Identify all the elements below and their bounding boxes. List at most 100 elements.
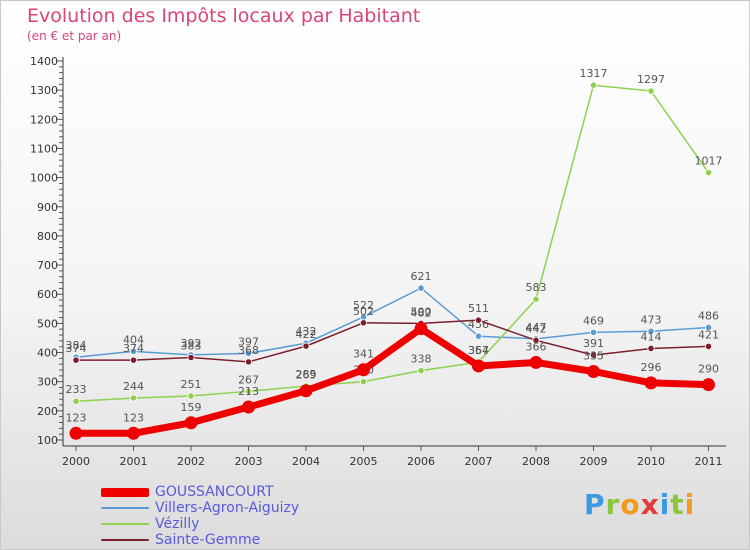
x-tick-label: 2010 — [637, 455, 665, 468]
x-tick-label: 2002 — [177, 455, 205, 468]
data-label-vezilly: 267 — [238, 373, 259, 386]
data-point-vezilly — [244, 387, 253, 395]
logo-letter: t — [670, 488, 685, 521]
y-tick-label: 1300 — [30, 84, 58, 97]
data-point-villers-agron-aiguizy — [589, 328, 598, 337]
data-point-goussancourt — [357, 363, 370, 377]
data-point-villers-agron-aiguizy — [474, 332, 483, 340]
data-label-goussancourt: 482 — [411, 307, 432, 320]
legend-item-vezilly: Vézilly — [101, 516, 299, 532]
logo-letter: P — [584, 488, 606, 521]
data-label-sainte-gemme: 502 — [353, 305, 374, 318]
data-point-goussancourt — [529, 355, 543, 369]
legend-item-sainte-gemme: Sainte-Gemme — [101, 532, 299, 548]
data-label-vezilly: 251 — [181, 378, 202, 391]
data-point-vezilly — [704, 169, 713, 177]
x-tick-label: 2003 — [235, 455, 263, 468]
data-point-goussancourt — [184, 416, 198, 430]
legend-swatch — [101, 539, 149, 541]
logo-letter: i — [659, 488, 671, 521]
data-label-vezilly: 1297 — [637, 73, 665, 86]
x-tick-label: 2007 — [465, 455, 493, 468]
data-point-sainte-gemme — [302, 342, 310, 350]
data-label-vezilly: 1317 — [580, 67, 608, 80]
series-line-vezilly — [75, 84, 710, 402]
data-point-goussancourt — [472, 359, 485, 373]
data-point-vezilly — [532, 295, 540, 303]
legend-label: Vézilly — [155, 516, 200, 532]
data-label-goussancourt: 290 — [698, 363, 719, 376]
data-point-villers-agron-aiguizy — [129, 347, 138, 355]
series-line-villers-agron-aiguizy — [75, 287, 710, 358]
data-label-villers-agron-aiguizy: 384 — [66, 339, 87, 352]
y-tick-label: 100 — [37, 434, 58, 447]
x-tick-label: 2011 — [695, 455, 723, 468]
legend-swatch — [101, 523, 149, 525]
data-label-sainte-gemme: 368 — [238, 344, 259, 357]
data-label-sainte-gemme: 391 — [583, 337, 604, 350]
data-label-goussancourt: 354 — [468, 344, 489, 357]
x-tick-label: 2006 — [407, 455, 435, 468]
data-label-goussancourt: 123 — [123, 411, 144, 424]
data-label-villers-agron-aiguizy: 522 — [353, 299, 374, 312]
data-point-sainte-gemme — [244, 358, 253, 366]
data-label-vezilly: 583 — [526, 281, 547, 294]
chart-subtitle: (en € et par an) — [27, 29, 122, 43]
series-line-goussancourt — [72, 325, 712, 437]
legend-label: Villers-Agron-Aiguizy — [155, 500, 300, 516]
data-point-vezilly — [359, 378, 368, 386]
y-tick-label: 600 — [37, 288, 58, 301]
chart-title: Evolution des Impôts locaux par Habitant — [27, 5, 421, 27]
y-tick-label: 200 — [37, 405, 58, 418]
data-label-vezilly: 285 — [296, 368, 317, 381]
data-label-sainte-gemme: 500 — [411, 305, 432, 318]
data-label-sainte-gemme: 374 — [66, 342, 87, 355]
data-label-goussancourt: 159 — [181, 401, 202, 414]
y-tick-label: 400 — [37, 347, 58, 360]
data-label-villers-agron-aiguizy: 397 — [238, 335, 259, 348]
legend-swatch — [101, 487, 149, 497]
y-tick-label: 500 — [37, 317, 58, 330]
data-label-villers-agron-aiguizy: 404 — [123, 333, 144, 346]
y-tick-label: 1100 — [30, 142, 58, 155]
data-label-villers-agron-aiguizy: 621 — [411, 270, 432, 283]
y-tick-label: 1000 — [30, 172, 58, 185]
data-point-sainte-gemme — [589, 351, 598, 359]
data-point-goussancourt — [242, 400, 255, 414]
data-label-sainte-gemme: 374 — [123, 342, 144, 355]
data-point-goussancourt — [644, 376, 658, 390]
series-line-sainte-gemme — [75, 319, 710, 363]
x-tick-label: 2001 — [120, 455, 148, 468]
logo-letter: x — [640, 488, 660, 521]
data-label-villers-agron-aiguizy: 392 — [181, 337, 202, 350]
data-label-vezilly: 367 — [468, 344, 489, 357]
data-point-villers-agron-aiguizy — [417, 284, 425, 292]
data-label-sainte-gemme: 422 — [296, 328, 317, 341]
data-point-sainte-gemme — [129, 356, 138, 364]
y-tick-label: 1400 — [30, 55, 58, 68]
data-label-sainte-gemme: 383 — [181, 339, 202, 352]
legend-swatch — [101, 507, 149, 509]
x-tick-label: 2004 — [292, 455, 320, 468]
data-label-vezilly: 233 — [66, 383, 87, 396]
data-label-vezilly: 244 — [123, 380, 144, 393]
legend-label: GOUSSANCOURT — [155, 484, 274, 500]
data-point-sainte-gemme — [187, 353, 195, 362]
data-label-vezilly: 1017 — [695, 155, 723, 168]
y-tick-label: 700 — [37, 259, 58, 272]
data-point-sainte-gemme — [72, 356, 80, 364]
data-label-goussancourt: 269 — [296, 369, 317, 382]
data-label-goussancourt: 123 — [66, 411, 87, 424]
data-point-villers-agron-aiguizy — [244, 349, 253, 358]
data-point-vezilly — [647, 87, 655, 95]
data-label-sainte-gemme: 421 — [698, 328, 719, 341]
data-label-goussancourt: 296 — [641, 361, 662, 374]
data-label-sainte-gemme: 414 — [641, 330, 662, 343]
logo-letter: i — [684, 488, 696, 521]
data-point-goussancourt — [414, 322, 428, 336]
proxiti-logo: Proxiti — [584, 488, 695, 521]
logo-letter: o — [620, 488, 641, 521]
data-point-vezilly — [187, 392, 195, 400]
x-tick-label: 2009 — [580, 455, 608, 468]
